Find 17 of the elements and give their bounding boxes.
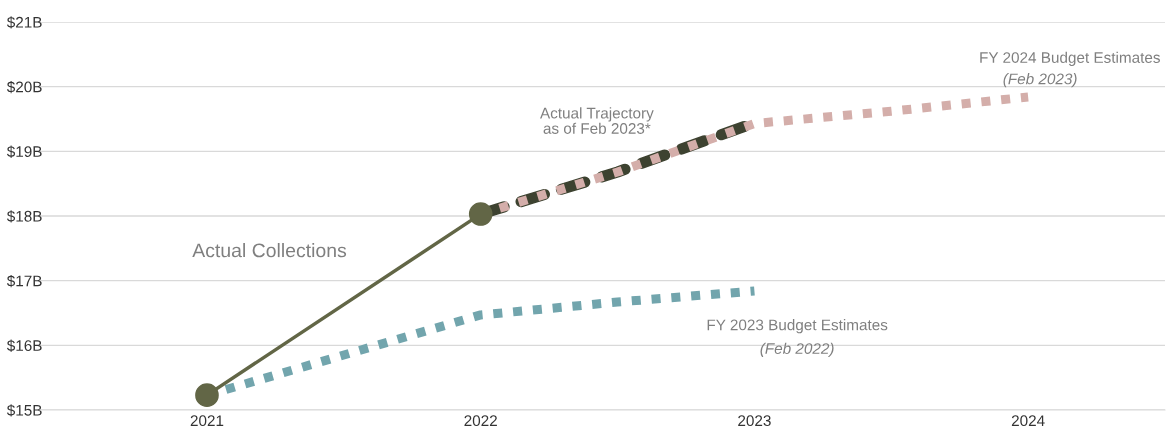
x-tick-label: 2022 — [464, 415, 497, 427]
text: FY 2024 Budget Estimates — [980, 51, 1160, 66]
x-tick-label: 2023 — [738, 415, 771, 427]
y-tick-label: $15B — [6, 404, 42, 417]
y-tick-label: $16B — [6, 339, 42, 352]
annotation: (Feb 2022) — [760, 342, 834, 357]
x-tick-label: 2024 — [1011, 415, 1045, 427]
series-label: Actual Collections — [192, 243, 347, 258]
y-tick-label: $21B — [6, 16, 42, 29]
x-tick-label: 2021 — [190, 415, 224, 427]
series-label: Actual Trajectory as of Feb 2023* — [540, 107, 654, 134]
series-label: FY 2023 Budget Estimates — [707, 319, 888, 334]
y-tick-label: $17B — [6, 274, 42, 288]
y-tick-label: $19B — [6, 145, 42, 158]
y-tick-label: $20B — [6, 80, 42, 94]
annotation: (Feb 2023) — [1003, 73, 1077, 88]
y-tick-label: $18B — [6, 210, 42, 223]
